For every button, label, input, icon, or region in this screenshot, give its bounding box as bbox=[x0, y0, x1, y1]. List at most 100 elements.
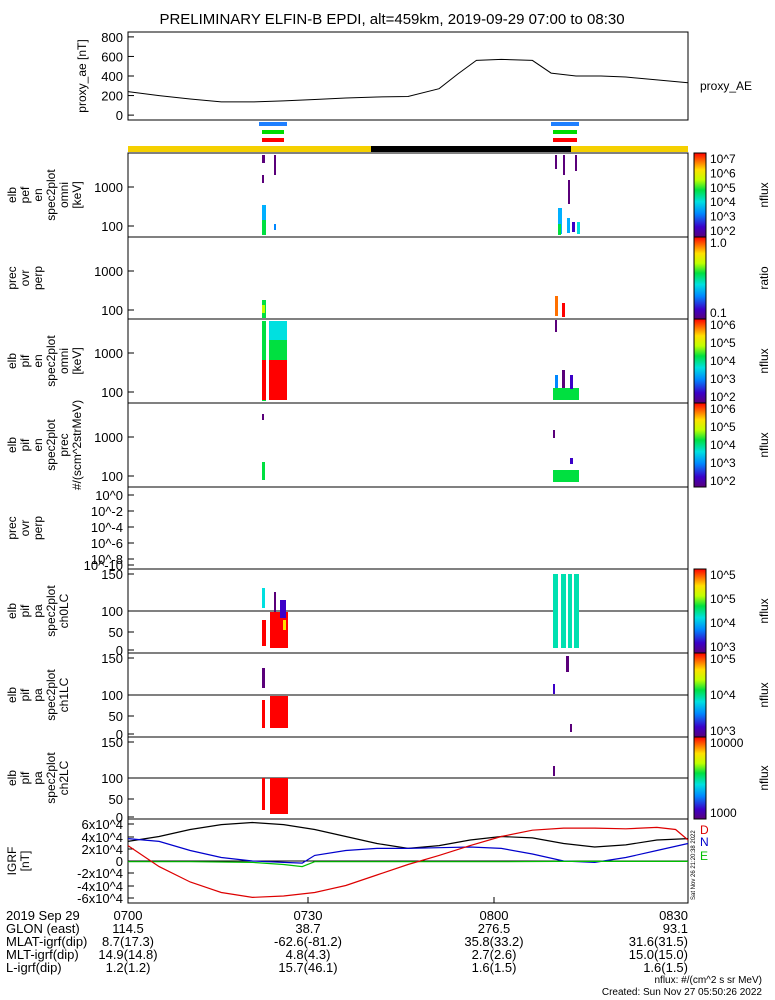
colorbar-tick-label: 10^5 bbox=[710, 181, 736, 195]
colorbar-tick-label: 10^3 bbox=[710, 210, 736, 224]
colorbar-tick-label: 10^5 bbox=[710, 336, 736, 350]
panel-ylabel-word: spec2plot bbox=[44, 169, 58, 221]
ytick-label: 100 bbox=[101, 688, 123, 703]
ytick-label: 150 bbox=[101, 651, 123, 666]
xaxis-value: 1.2(1.2) bbox=[106, 960, 151, 975]
panel-ylabel-word: IGRF bbox=[5, 847, 19, 876]
orbit-indicators bbox=[128, 122, 688, 152]
panel-ylabel-word: prec bbox=[5, 266, 19, 289]
xaxis-value: 35.8(33.2) bbox=[464, 934, 523, 949]
ytick-label: 100 bbox=[101, 469, 123, 484]
ae-series-line bbox=[127, 58, 689, 103]
ae-ylabel: proxy_ae [nT] bbox=[75, 39, 89, 112]
xaxis-value: 14.9(14.8) bbox=[98, 947, 157, 962]
colorbar-tick-label: 10^3 bbox=[710, 456, 736, 470]
ytick-label: -6x10^4 bbox=[77, 891, 123, 906]
ytick-label: 1000 bbox=[94, 346, 123, 361]
panel-ylabel-word: pa bbox=[31, 604, 45, 618]
xaxis-value: 114.5 bbox=[112, 921, 144, 936]
ae-legend: proxy_AE bbox=[700, 79, 752, 93]
colorbar-tick-label: 0.1 bbox=[710, 306, 727, 320]
blue-flag bbox=[259, 122, 287, 126]
ytick-label: 0 bbox=[116, 810, 123, 825]
colorbar-tick-label: 10^4 bbox=[710, 438, 736, 452]
panel-ylabel-word: omni bbox=[57, 348, 71, 374]
ytick-label: 100 bbox=[101, 219, 123, 234]
xaxis-value: 0830 bbox=[659, 908, 688, 923]
panel-ylabel-word: en bbox=[31, 354, 45, 367]
ytick-label: 50 bbox=[109, 709, 123, 724]
ytick-label: 100 bbox=[101, 604, 123, 619]
panel-frames bbox=[127, 152, 689, 904]
xaxis-value: 15.0(15.0) bbox=[629, 947, 688, 962]
xaxis-value: 93.1 bbox=[663, 921, 688, 936]
xaxis-row-label: 2019 Sep 29 bbox=[6, 908, 80, 923]
igrf-panel: D N E Sat Nov 26 21:20:38 2022 bbox=[127, 821, 709, 900]
panel-ylabel-word: en bbox=[31, 188, 45, 201]
panel-ylabel-word: ch1LC bbox=[57, 677, 71, 712]
panel-ylabel-word: spec2plot bbox=[44, 335, 58, 387]
green-flag bbox=[262, 130, 284, 134]
colorbar-tick-label: 10^6 bbox=[710, 402, 736, 416]
ytick-label: 150 bbox=[101, 735, 123, 750]
panel-ylabel-word: elb bbox=[5, 687, 19, 703]
colorbar-label: ratio bbox=[757, 266, 771, 290]
panel-ylabel-word: elb bbox=[5, 187, 19, 203]
xaxis-value: 2.7(2.6) bbox=[472, 947, 517, 962]
panel-ylabel-word: pif bbox=[18, 438, 32, 451]
panel-ylabel-word: spec2plot bbox=[44, 752, 58, 804]
green-flag-2 bbox=[553, 130, 577, 134]
colorbar-label: nflux bbox=[757, 765, 771, 790]
colorbars bbox=[693, 152, 707, 820]
x-axis-table: 2019 Sep 29 0700 0730 0800 0830 GLON (east) 11… bbox=[6, 897, 689, 975]
panel-ylabel-word: ch2LC bbox=[57, 760, 71, 795]
panel-ylabel-word: pif bbox=[18, 354, 32, 367]
colorbar-label: nflux bbox=[757, 348, 771, 373]
xaxis-row-label: MLAT-igrf(dip) bbox=[6, 934, 87, 949]
ytick-label: 150 bbox=[101, 567, 123, 582]
colorbar-tick-label: 10000 bbox=[710, 736, 744, 750]
chart-title: PRELIMINARY ELFIN-B EPDI, alt=459km, 201… bbox=[159, 11, 624, 28]
colorbar-tick-label: 10^4 bbox=[710, 688, 736, 702]
colorbar-tick-label: 10^2 bbox=[710, 390, 736, 404]
pa-reference-lines bbox=[128, 610, 688, 779]
colorbar-tick-label: 10^6 bbox=[710, 318, 736, 332]
panel-ylabel-word: pef bbox=[18, 186, 32, 203]
ytick-label: 10^-8 bbox=[91, 552, 123, 567]
ytick-label: 0 bbox=[116, 854, 123, 869]
ytick-label: 50 bbox=[109, 792, 123, 807]
ytick-label: -2x10^4 bbox=[77, 866, 123, 881]
panel-ylabel-word: [keV] bbox=[70, 347, 84, 374]
igrf-series-line bbox=[127, 838, 689, 864]
igrf-series-line bbox=[128, 860, 688, 868]
panel-ylabel-word: omni bbox=[57, 182, 71, 208]
ae-panel: 800 600 400 200 0 proxy_ae [nT] proxy_AE bbox=[75, 30, 752, 123]
panel-ylabel-word: ovr bbox=[18, 270, 32, 287]
panel-ylabel-word: elb bbox=[5, 603, 19, 619]
panel-ylabel-word: en bbox=[31, 438, 45, 451]
igrf-series-line bbox=[127, 826, 689, 899]
xaxis-value: -62.6(-81.2) bbox=[274, 934, 342, 949]
panel-ylabel-word: [keV] bbox=[70, 181, 84, 208]
panel-ylabel-word: perp bbox=[31, 516, 45, 540]
panel-ylabel-word: perp bbox=[31, 266, 45, 290]
colorbar-label: nflux bbox=[757, 682, 771, 707]
colorbar-tick-label: 1000 bbox=[710, 806, 737, 820]
ytick-label: -4x10^4 bbox=[77, 879, 123, 894]
ytick-label: 100 bbox=[101, 303, 123, 318]
ytick-label: 10^0 bbox=[95, 488, 123, 503]
xaxis-value: 0800 bbox=[480, 908, 509, 923]
colorbar-tick-label: 10^6 bbox=[710, 166, 736, 180]
xaxis-value: 1.6(1.5) bbox=[472, 960, 517, 975]
panel-ylabel-word: ch0LC bbox=[57, 593, 71, 628]
panel-ylabel-word: prec bbox=[5, 516, 19, 539]
xaxis-row-label: MLT-igrf(dip) bbox=[6, 947, 79, 962]
red-flag bbox=[262, 138, 284, 142]
panel-ylabel-word: pif bbox=[18, 604, 32, 617]
ytick-label: 2x10^4 bbox=[81, 842, 123, 857]
xaxis-value: 38.7 bbox=[295, 921, 320, 936]
panel-ylabel-word: pa bbox=[31, 771, 45, 785]
ytick-label: 0 bbox=[116, 727, 123, 742]
colorbar-tick-label: 10^5 bbox=[710, 592, 736, 606]
